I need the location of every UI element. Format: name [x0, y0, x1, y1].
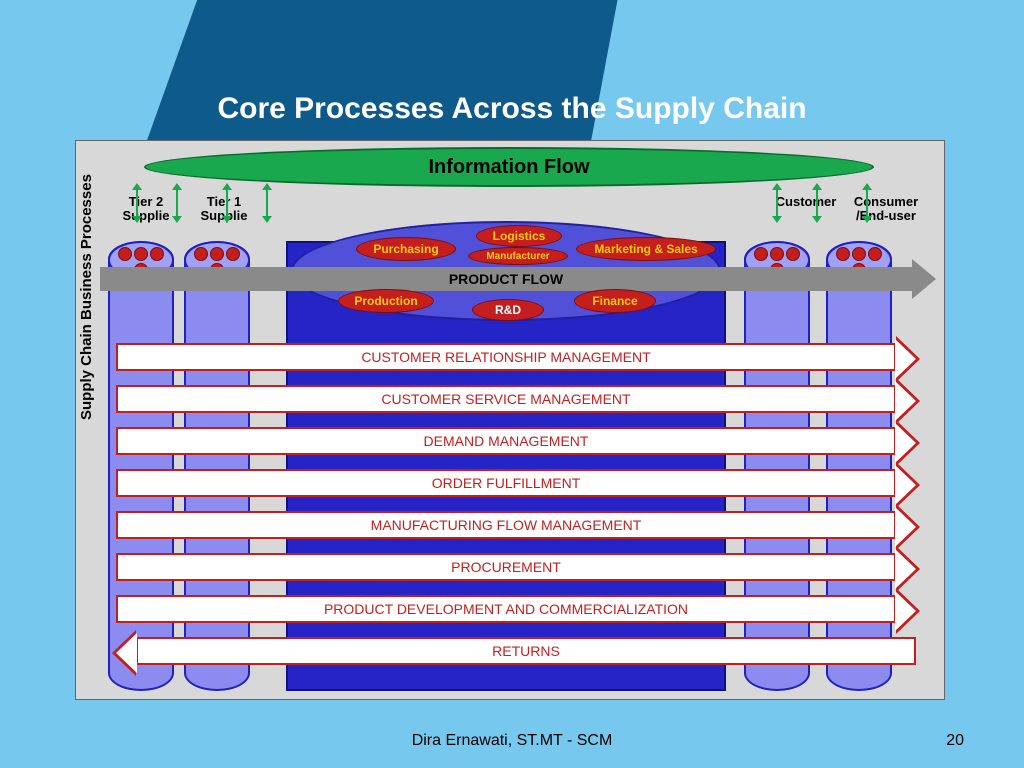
info-flow-connector-arrow: [776, 189, 778, 217]
process-arrow: MANUFACTURING FLOW MANAGEMENT: [116, 511, 896, 539]
process-arrow: ORDER FULFILLMENT: [116, 469, 896, 497]
function-bubble: Finance: [574, 289, 656, 313]
tier-label: Consumer/End-user: [846, 195, 926, 224]
cylinder-dot: [118, 247, 132, 261]
function-bubble: Logistics: [476, 225, 562, 247]
entity-cylinder: [108, 241, 174, 691]
tier-label: Customer: [766, 195, 846, 209]
function-bubble: R&D: [472, 299, 544, 321]
cylinder-dot: [786, 247, 800, 261]
entity-cylinder: [184, 241, 250, 691]
process-arrow: DEMAND MANAGEMENT: [116, 427, 896, 455]
process-arrow: PRODUCT DEVELOPMENT AND COMMERCIALIZATIO…: [116, 595, 896, 623]
entity-cylinder: [744, 241, 810, 691]
function-bubble: Marketing & Sales: [576, 237, 716, 261]
page-number: 20: [946, 732, 964, 750]
cylinder-dot: [770, 247, 784, 261]
cylinder-dot: [226, 247, 240, 261]
process-arrow: CUSTOMER SERVICE MANAGEMENT: [116, 385, 896, 413]
side-vertical-label: Supply Chain Business Processes: [78, 174, 95, 420]
cylinder-dot: [868, 247, 882, 261]
entity-cylinder: [826, 241, 892, 691]
process-arrow: RETURNS: [136, 637, 916, 665]
slide-title: Core Processes Across the Supply Chain: [0, 92, 1024, 126]
info-flow-connector-arrow: [266, 189, 268, 217]
info-flow-connector-arrow: [226, 189, 228, 217]
supply-chain-diagram: Information Flow Tier 2SupplieTier 1Supp…: [75, 140, 945, 700]
cylinder-dot: [852, 247, 866, 261]
function-bubble: Purchasing: [356, 237, 456, 261]
cylinder-dot: [754, 247, 768, 261]
information-flow-ellipse: Information Flow: [144, 147, 874, 187]
process-arrow: CUSTOMER RELATIONSHIP MANAGEMENT: [116, 343, 896, 371]
info-flow-connector-arrow: [136, 189, 138, 217]
function-bubble: Production: [338, 289, 434, 313]
cylinder-dot: [134, 247, 148, 261]
info-flow-connector-arrow: [866, 189, 868, 217]
product-flow-arrow: PRODUCT FLOW: [100, 267, 912, 291]
cylinder-dot: [210, 247, 224, 261]
cylinder-dot: [150, 247, 164, 261]
info-flow-connector-arrow: [816, 189, 818, 217]
slide-footer: Dira Ernawati, ST.MT - SCM: [0, 732, 1024, 750]
information-flow-label: Information Flow: [428, 156, 589, 179]
info-flow-connector-arrow: [176, 189, 178, 217]
cylinder-dot: [194, 247, 208, 261]
product-flow-label: PRODUCT FLOW: [449, 271, 563, 287]
cylinder-dot: [836, 247, 850, 261]
function-bubble: Manufacturer: [468, 247, 568, 265]
process-arrow: PROCUREMENT: [116, 553, 896, 581]
